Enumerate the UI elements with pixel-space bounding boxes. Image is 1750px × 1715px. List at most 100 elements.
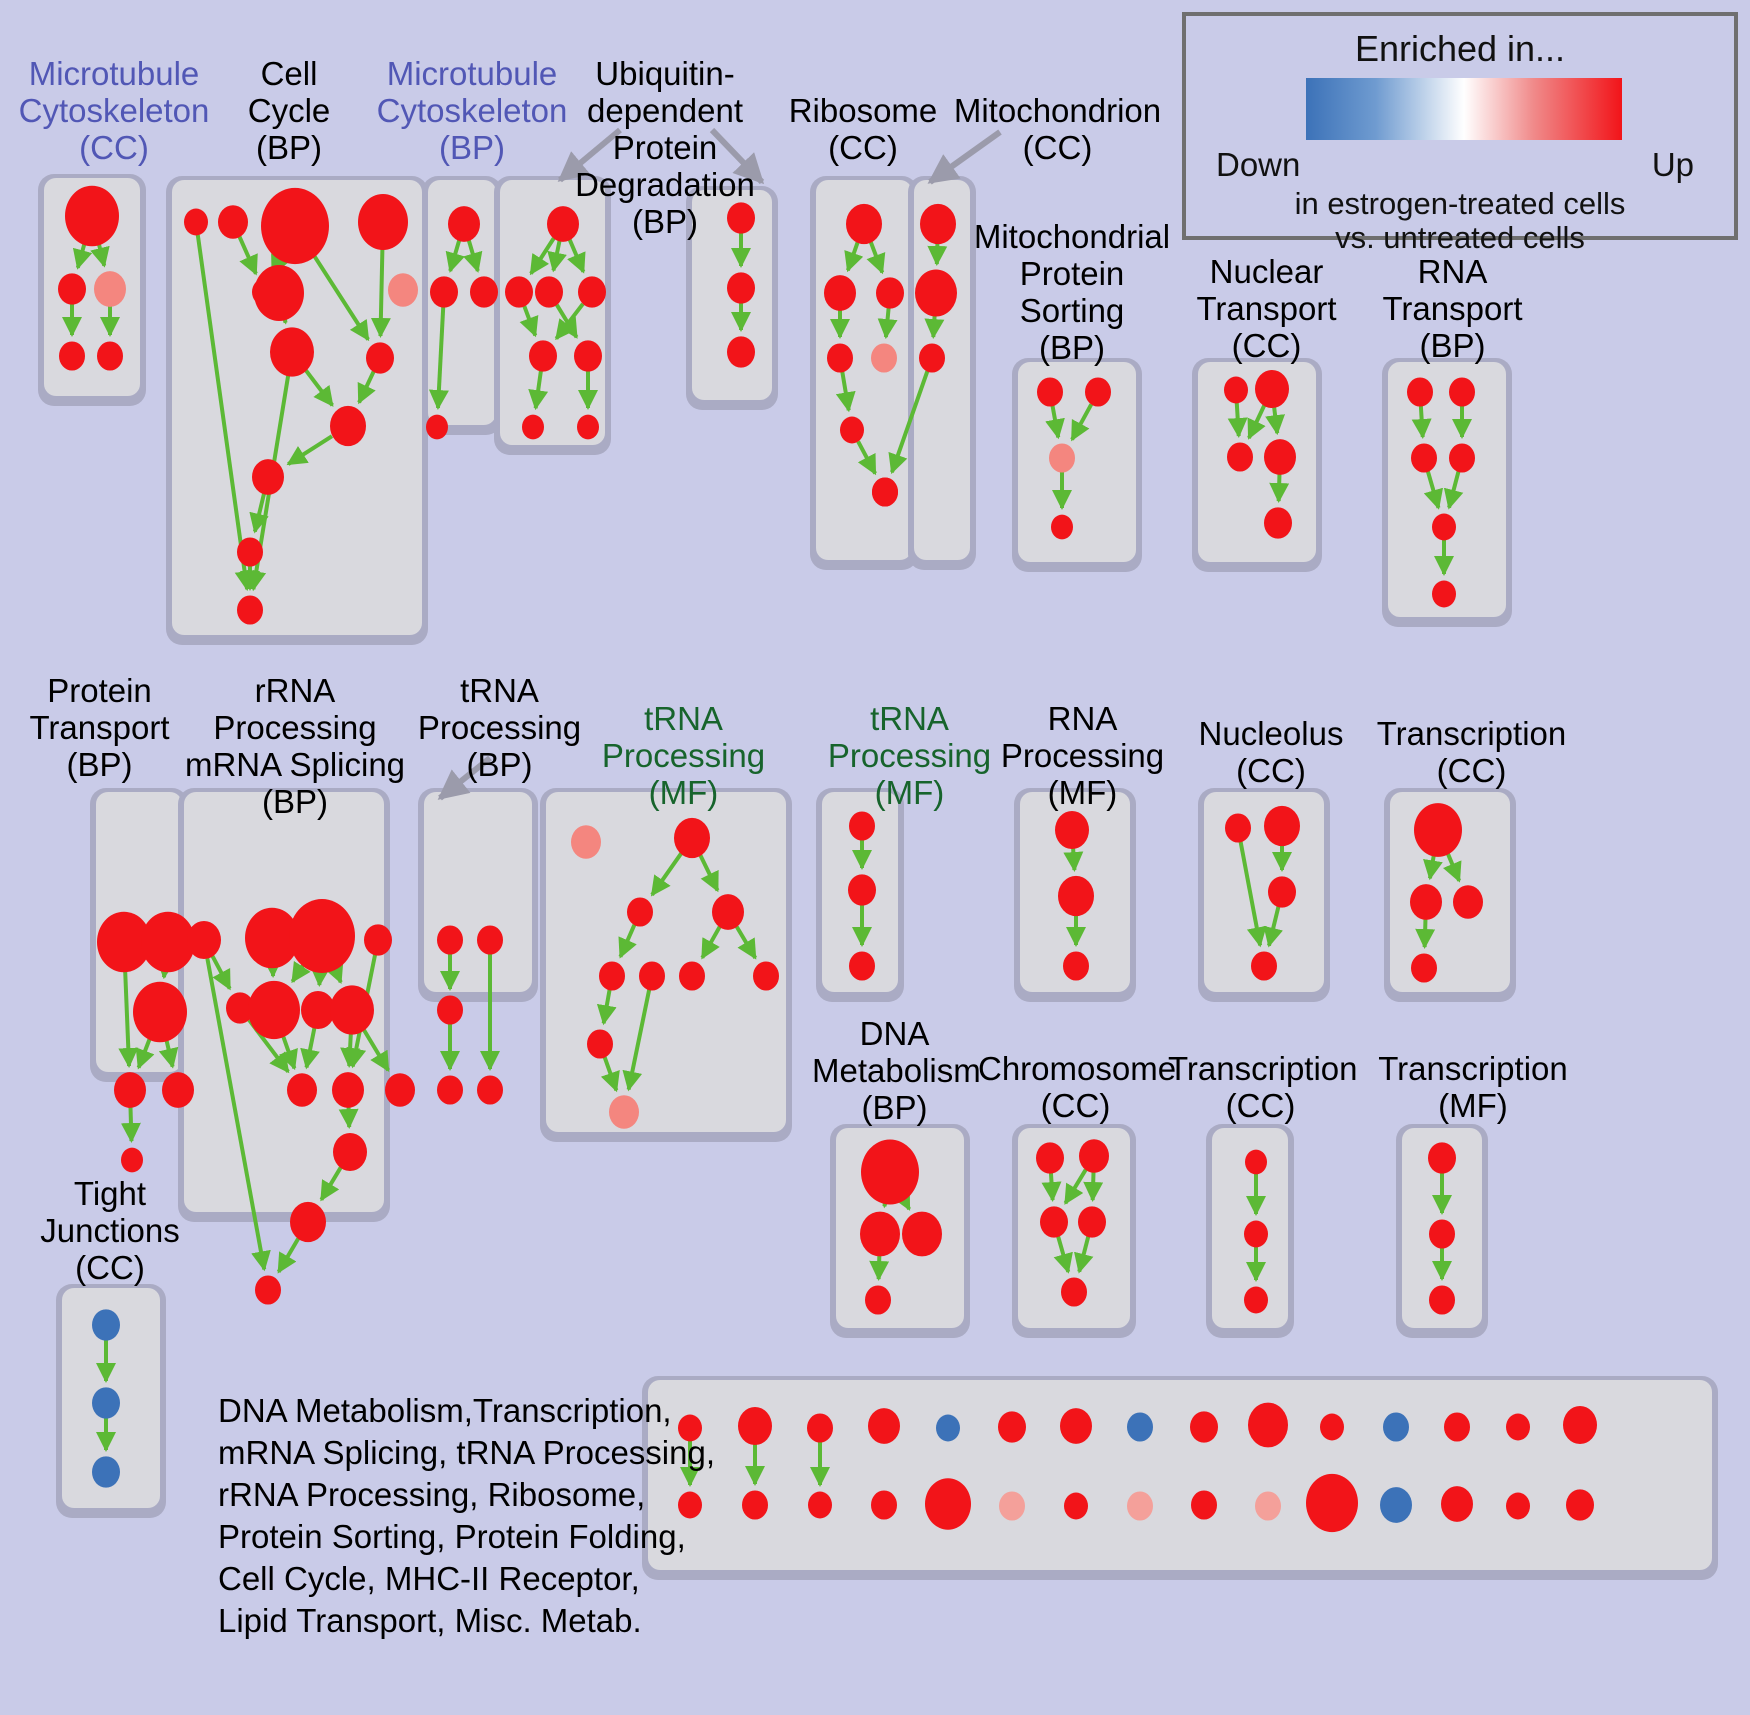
module-node[interactable] [1225,813,1251,843]
module-node[interactable] [252,278,276,306]
module-node[interactable] [919,343,945,373]
module-node[interactable] [824,275,856,311]
module-node[interactable] [1063,951,1089,981]
module-node[interactable] [1251,951,1277,981]
module-node[interactable] [1410,884,1442,920]
module-node[interactable] [679,961,705,991]
module-node[interactable] [1383,1412,1409,1442]
module-node[interactable] [248,980,300,1040]
module-node[interactable] [218,205,248,239]
module-node[interactable] [1191,1490,1217,1520]
module-node[interactable] [330,405,366,447]
module-node[interactable] [1061,1277,1087,1307]
module-node[interactable] [1244,1286,1268,1314]
module-node[interactable] [437,925,463,955]
module-node[interactable] [58,273,86,305]
module-node[interactable] [270,327,314,377]
module-node[interactable] [1049,443,1075,473]
module-node[interactable] [426,414,448,440]
module-node[interactable] [925,1478,971,1530]
module-node[interactable] [571,825,601,859]
module-node[interactable] [998,1411,1026,1443]
module-node[interactable] [287,1073,317,1107]
module-node[interactable] [1268,876,1296,908]
module-node[interactable] [289,899,355,973]
module-node[interactable] [849,951,875,981]
module-node[interactable] [808,1491,832,1519]
module-node[interactable] [865,1285,891,1315]
module-node[interactable] [92,1456,120,1488]
module-node[interactable] [477,1075,503,1105]
module-node[interactable] [1040,1206,1068,1238]
module-node[interactable] [1190,1411,1218,1443]
module-node[interactable] [1255,1491,1281,1521]
module-node[interactable] [226,992,254,1024]
module-node[interactable] [1380,1487,1412,1523]
module-node[interactable] [1264,507,1292,539]
module-node[interactable] [184,208,208,236]
module-node[interactable] [1453,885,1483,919]
module-node[interactable] [141,911,195,973]
module-node[interactable] [505,276,533,308]
module-node[interactable] [753,961,779,991]
module-node[interactable] [1566,1489,1594,1521]
module-node[interactable] [430,276,458,308]
module-node[interactable] [1449,443,1475,473]
module-node[interactable] [587,1029,613,1059]
module-node[interactable] [1245,1149,1267,1175]
module-node[interactable] [333,1132,367,1172]
module-node[interactable] [1264,439,1296,475]
module-node[interactable] [1037,377,1063,407]
module-node[interactable] [902,1211,942,1257]
module-node[interactable] [535,276,563,308]
module-node[interactable] [1079,1139,1109,1173]
module-node[interactable] [1255,369,1289,409]
module-node[interactable] [529,340,557,372]
module-node[interactable] [876,277,904,309]
module-node[interactable] [245,907,299,969]
module-node[interactable] [1064,1492,1088,1520]
module-node[interactable] [97,341,123,371]
module-node[interactable] [187,920,221,960]
module-node[interactable] [358,194,408,250]
module-node[interactable] [1060,1408,1092,1444]
module-node[interactable] [861,1139,919,1205]
module-node[interactable] [1127,1412,1153,1442]
module-node[interactable] [1444,1412,1470,1442]
module-node[interactable] [65,185,119,247]
module-node[interactable] [840,416,864,444]
module-node[interactable] [1432,513,1456,541]
module-node[interactable] [254,265,304,321]
module-node[interactable] [290,1201,326,1243]
module-node[interactable] [332,1072,364,1108]
module-node[interactable] [1429,1285,1455,1315]
module-node[interactable] [1407,377,1433,407]
module-node[interactable] [1306,1473,1358,1533]
module-node[interactable] [1248,1402,1288,1448]
module-node[interactable] [366,342,394,374]
module-node[interactable] [807,1413,833,1443]
module-node[interactable] [627,897,653,927]
module-node[interactable] [92,1309,120,1341]
module-node[interactable] [522,414,544,440]
module-node[interactable] [599,961,625,991]
module-node[interactable] [1429,1219,1455,1249]
module-node[interactable] [1264,805,1300,847]
module-node[interactable] [1078,1206,1106,1238]
module-node[interactable] [1432,580,1456,608]
module-node[interactable] [742,1490,768,1520]
module-node[interactable] [871,343,897,373]
module-node[interactable] [609,1095,639,1129]
module-node[interactable] [1224,376,1248,404]
module-node[interactable] [94,271,126,307]
module-node[interactable] [133,981,187,1043]
module-node[interactable] [860,1211,900,1257]
module-node[interactable] [1506,1413,1530,1441]
module-node[interactable] [1441,1486,1473,1522]
module-node[interactable] [437,1075,463,1105]
module-node[interactable] [1414,803,1462,857]
module-node[interactable] [674,817,710,859]
module-node[interactable] [1055,810,1089,850]
module-node[interactable] [871,1490,897,1520]
module-node[interactable] [915,269,957,317]
